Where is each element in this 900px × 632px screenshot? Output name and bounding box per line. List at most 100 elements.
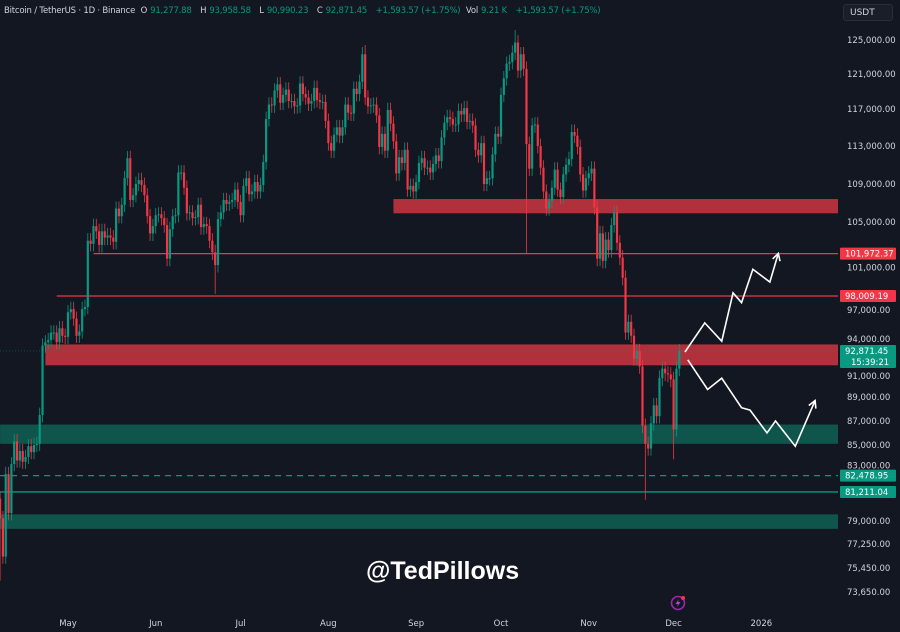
lightning-icon-bolt (675, 599, 681, 607)
candle (392, 116, 395, 149)
candle (66, 305, 70, 344)
candle (423, 150, 426, 176)
candle-body (587, 173, 590, 179)
candle-body (499, 94, 503, 137)
candle-body (262, 161, 265, 185)
candle (638, 343, 641, 374)
candle (327, 113, 330, 151)
candle-body (267, 104, 271, 120)
candle (567, 151, 571, 173)
candle-body (505, 63, 508, 79)
lightning-icon[interactable] (670, 595, 686, 611)
candle-body (92, 226, 95, 244)
candle (222, 192, 225, 220)
candle (304, 86, 307, 105)
candle (539, 138, 542, 176)
candle-body (593, 168, 596, 208)
candle-body (78, 331, 81, 336)
candle-body (219, 212, 222, 220)
candle (559, 182, 562, 205)
candle-body (638, 350, 641, 367)
candle (358, 74, 361, 102)
candle (106, 227, 109, 246)
candle (477, 142, 480, 163)
y-tick-label: 109,000.00 (847, 180, 896, 190)
currency-unit-button[interactable]: USDT (843, 4, 893, 21)
candle (352, 81, 355, 122)
candle (562, 167, 565, 205)
candle-body (392, 123, 395, 142)
candle (296, 98, 299, 114)
candle (310, 93, 313, 112)
candle-body (516, 42, 520, 71)
candle-body (652, 405, 655, 424)
candle (604, 232, 607, 269)
candle-body (4, 474, 7, 557)
candle-body (10, 464, 13, 514)
candle-body (253, 182, 256, 192)
candle-body (129, 158, 132, 200)
candle (281, 87, 285, 111)
symbol-title[interactable]: Bitcoin / TetherUS · 1D · Binance (4, 6, 136, 16)
candle (236, 182, 239, 210)
candle-body (290, 101, 293, 103)
candle (75, 311, 78, 343)
candle-body (389, 109, 392, 124)
candle-body (202, 224, 205, 228)
candle (564, 157, 568, 182)
candle-body (556, 169, 559, 190)
candle-body (1, 518, 5, 557)
price-label: 98,009.19 (845, 292, 888, 302)
candle (199, 197, 203, 235)
candle (383, 126, 387, 159)
candle-body (440, 137, 443, 162)
candle (514, 30, 517, 60)
candle (250, 184, 254, 202)
candle-body (536, 124, 539, 146)
candle (480, 135, 483, 163)
candle (440, 130, 443, 169)
candle-body (100, 231, 104, 245)
candle-body (327, 120, 330, 144)
countdown-timer: 15:39:21 (851, 358, 889, 368)
candle-body (426, 167, 429, 169)
candle-body (72, 309, 75, 319)
candle (253, 174, 256, 199)
candle (315, 80, 319, 108)
candle-body (525, 68, 528, 145)
candle-body (123, 178, 126, 205)
candle-body (154, 215, 157, 227)
candle (146, 188, 149, 224)
candle (669, 367, 672, 388)
candle (194, 210, 197, 226)
candle (98, 223, 101, 253)
y-tick-label: 117,000.00 (847, 105, 896, 115)
candle (505, 56, 508, 86)
candle-body (485, 178, 488, 184)
candle-body (482, 143, 486, 184)
price-change: +1,593.57 (+1.75%) (375, 6, 461, 16)
candle-body (115, 208, 118, 242)
x-tick-label: Jul (234, 619, 245, 629)
candle (598, 225, 602, 267)
candle-body (307, 97, 310, 104)
candle-body (448, 117, 452, 120)
candle-body (24, 456, 27, 462)
candle (41, 338, 44, 423)
candle-body (596, 207, 599, 259)
candle-body (298, 83, 302, 106)
candle-body (18, 450, 21, 461)
candle (448, 109, 452, 127)
candle (163, 211, 166, 233)
candle (197, 197, 200, 225)
candle-body (239, 201, 242, 216)
candle-body (584, 178, 587, 191)
candle (168, 221, 171, 267)
candle-body (618, 242, 621, 258)
candle-body (460, 110, 463, 115)
candle-body (32, 445, 36, 453)
candle (627, 314, 630, 340)
candle (38, 407, 41, 451)
candle (103, 223, 106, 246)
